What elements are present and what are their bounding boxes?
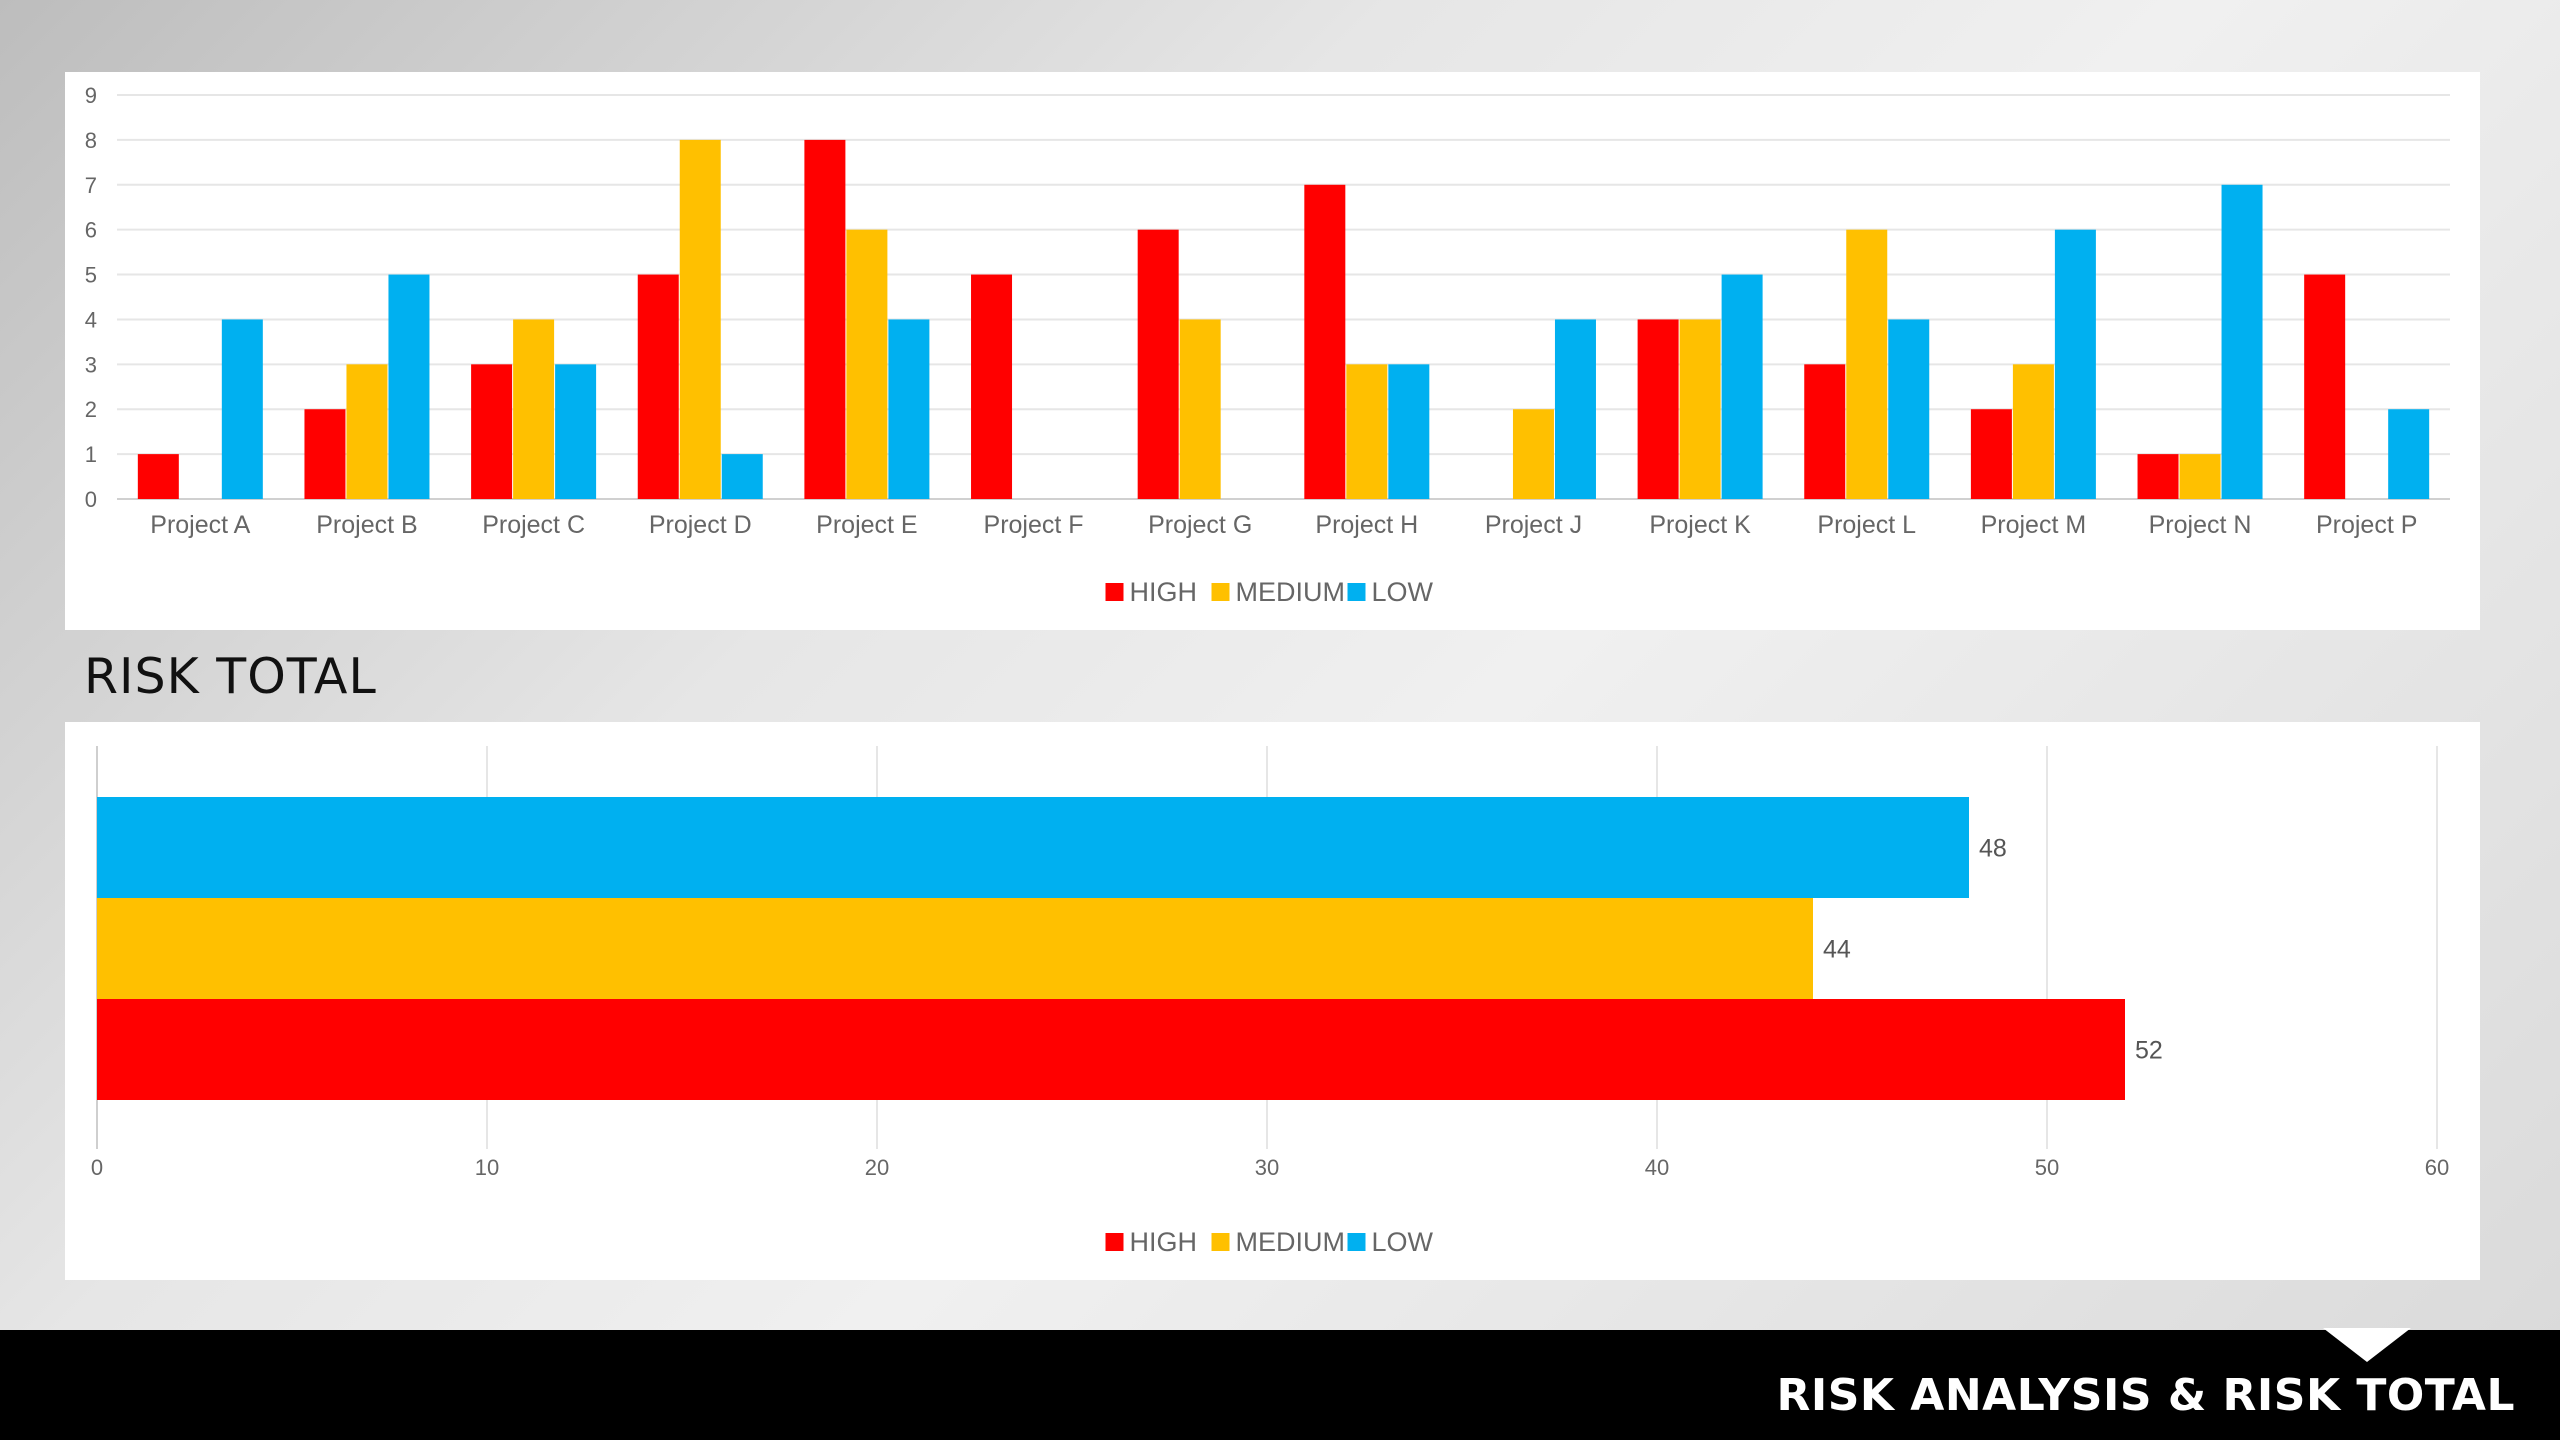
bar-project-g-high (1137, 229, 1179, 499)
bar-project-l-high (1804, 364, 1846, 499)
x-tick-label: Project M (1981, 511, 2087, 539)
bar-project-h-medium (1346, 364, 1388, 499)
data-label-high: 52 (2135, 1037, 2163, 1065)
bar-project-h-high (1304, 184, 1346, 499)
legend-swatch-high (1105, 1233, 1124, 1251)
bar-project-k-high (1637, 319, 1679, 499)
y-tick-label: 1 (85, 442, 97, 467)
data-label-low: 48 (1979, 835, 2007, 863)
bar-project-b-high (304, 409, 346, 499)
x-tick-label: Project E (816, 511, 917, 539)
legend-label-high: HIGH (1130, 1227, 1198, 1257)
project-risk-chart-panel: 0 1 2 3 4 5 6 7 8 9 Project A Project B Project C Pro… (65, 72, 2480, 630)
data-label-medium: 44 (1823, 936, 1851, 964)
bar-project-p-low (2388, 409, 2430, 499)
x-tick-label: 30 (1255, 1155, 1279, 1180)
y-tick-label: 6 (85, 218, 97, 243)
bar-project-a-high (137, 454, 179, 499)
bar-total-medium (97, 898, 1813, 999)
bar-project-n-high (2137, 454, 2179, 499)
legend-swatch-low (1347, 1233, 1366, 1251)
bar-project-d-low (721, 454, 763, 499)
x-tick-label: Project G (1148, 511, 1252, 539)
bar-project-n-medium (2179, 454, 2221, 499)
bar-project-l-medium (1846, 229, 1888, 499)
bar-project-c-high (471, 364, 513, 499)
bar-project-j-medium (1512, 409, 1554, 499)
x-tick-label: 50 (2035, 1155, 2059, 1180)
bar-project-m-low (2054, 229, 2096, 499)
bar-project-n-low (2221, 184, 2263, 499)
bar-project-d-high (637, 274, 679, 499)
legend-swatch-medium (1211, 1233, 1230, 1251)
y-tick-label: 5 (85, 263, 97, 288)
x-tick-label: Project N (2149, 511, 2252, 539)
legend-label-low: LOW (1372, 1227, 1434, 1257)
risk-total-chart-panel: 0 10 20 30 40 50 60 48 44 52 HIGH MEDIUM LOW (65, 722, 2480, 1280)
bar-project-f-high (971, 274, 1013, 499)
bar-project-p-high (2304, 274, 2346, 499)
x-tick-label: Project J (1485, 511, 1582, 539)
bar-project-k-medium (1679, 319, 1721, 499)
bar-project-b-low (388, 274, 430, 499)
x-tick-label: Project K (1649, 511, 1751, 539)
bar-project-e-medium (846, 229, 888, 499)
bar-project-l-low (1888, 319, 1930, 499)
bar-project-j-low (1554, 319, 1596, 499)
legend-label-low: LOW (1372, 577, 1434, 607)
x-tick-label: Project D (649, 511, 752, 539)
bar-project-d-medium (679, 139, 721, 499)
y-tick-label: 8 (85, 128, 97, 153)
bar-project-e-low (888, 319, 930, 499)
bar-project-b-medium (346, 364, 388, 499)
footer-notch (2323, 1328, 2411, 1362)
y-tick-label: 3 (85, 352, 97, 377)
legend-swatch-high (1105, 583, 1124, 601)
y-tick-label: 7 (85, 173, 97, 198)
x-tick-label: Project F (984, 511, 1084, 539)
x-tick-label: Project P (2316, 511, 2417, 539)
y-tick-label: 4 (85, 307, 97, 332)
bar-project-e-high (804, 139, 846, 499)
bar-project-g-medium (1179, 319, 1221, 499)
risk-total-bar-chart: 0 10 20 30 40 50 60 48 44 52 HIGH MEDIUM LOW (91, 746, 2449, 1257)
y-tick-label: 2 (85, 397, 97, 422)
x-tick-label: Project L (1817, 511, 1916, 539)
legend-swatch-low (1347, 583, 1366, 601)
x-tick-label: 20 (865, 1155, 889, 1180)
x-tick-label: Project B (316, 511, 417, 539)
bar-project-m-high (1970, 409, 2012, 499)
bar-project-a-low (221, 319, 263, 499)
x-tick-label: 40 (1645, 1155, 1669, 1180)
bar-project-m-medium (2012, 364, 2054, 499)
legend-label-high: HIGH (1130, 577, 1198, 607)
x-tick-label: Project A (150, 511, 250, 539)
x-tick-label: 0 (91, 1155, 103, 1180)
legend-label-medium: MEDIUM (1236, 1227, 1346, 1257)
bar-project-c-low (555, 364, 597, 499)
legend-swatch-medium (1211, 583, 1230, 601)
footer-title: RISK ANALYSIS & RISK TOTAL (1776, 1370, 2515, 1421)
bar-project-c-medium (513, 319, 555, 499)
x-tick-label: Project C (482, 511, 585, 539)
project-risk-bar-chart: 0 1 2 3 4 5 6 7 8 9 Project A Project B Project C Pro… (85, 83, 2450, 607)
y-tick-label: 9 (85, 83, 97, 108)
bar-total-low (97, 797, 1969, 898)
legend-label-medium: MEDIUM (1236, 577, 1346, 607)
y-tick-label: 0 (85, 487, 97, 512)
bar-project-k-low (1721, 274, 1763, 499)
section-title: RISK TOTAL (84, 648, 377, 705)
footer-bar (0, 1330, 2560, 1440)
x-tick-label: Project H (1315, 511, 1418, 539)
bar-total-high (97, 999, 2125, 1100)
bar-project-h-low (1388, 364, 1430, 499)
x-tick-label: 10 (475, 1155, 499, 1180)
x-tick-label: 60 (2425, 1155, 2449, 1180)
